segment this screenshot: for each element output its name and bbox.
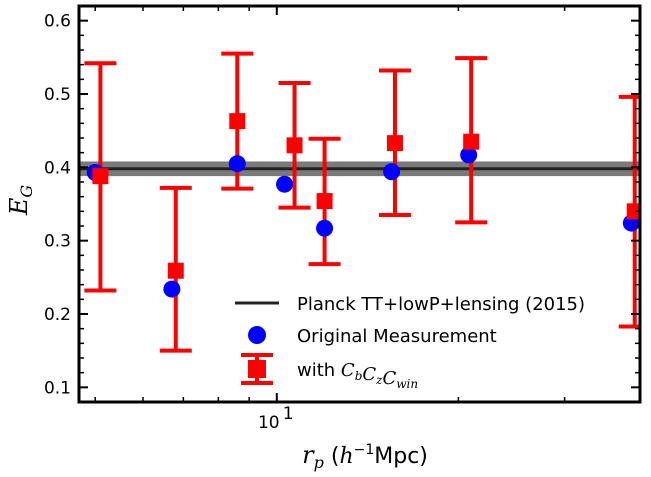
circle-point xyxy=(460,146,478,164)
square-point xyxy=(463,133,480,150)
y-tick-label: 0.3 xyxy=(44,232,71,252)
circle-point xyxy=(383,163,401,181)
square-point xyxy=(92,168,109,185)
x-tick-label: 10 xyxy=(258,413,280,433)
circle-point xyxy=(163,280,181,298)
legend-circle-marker xyxy=(248,326,266,344)
square-point xyxy=(286,137,303,154)
legend-label-reference: Planck TT+lowP+lensing (2015) xyxy=(297,294,585,315)
y-tick-label: 0.2 xyxy=(44,305,71,325)
y-axis-label: EG xyxy=(5,185,36,217)
legend-square-marker xyxy=(241,353,273,385)
y-tick-label: 0.5 xyxy=(44,85,71,105)
square-point xyxy=(167,262,184,279)
legend-label-original: Original Measurement xyxy=(297,326,497,347)
square-point xyxy=(626,203,640,220)
square-point xyxy=(316,193,333,210)
plot-frame xyxy=(77,4,642,404)
y-tick-label: 0.6 xyxy=(44,12,71,32)
square-point xyxy=(386,135,403,152)
square-point xyxy=(229,113,246,130)
legend-label-corrected: with CbCzCwin xyxy=(297,360,418,391)
y-tick-label: 0.4 xyxy=(44,158,71,178)
y-tick-label: 0.1 xyxy=(44,378,71,398)
x-tick-label-exponent: 1 xyxy=(283,404,294,424)
x-axis-label: rp (h−1Mpc) xyxy=(302,441,428,472)
circle-point xyxy=(276,175,294,193)
circle-point xyxy=(228,155,246,173)
legend: Planck TT+lowP+lensing (2015) Original Me… xyxy=(235,294,585,391)
circle-point xyxy=(316,219,334,237)
